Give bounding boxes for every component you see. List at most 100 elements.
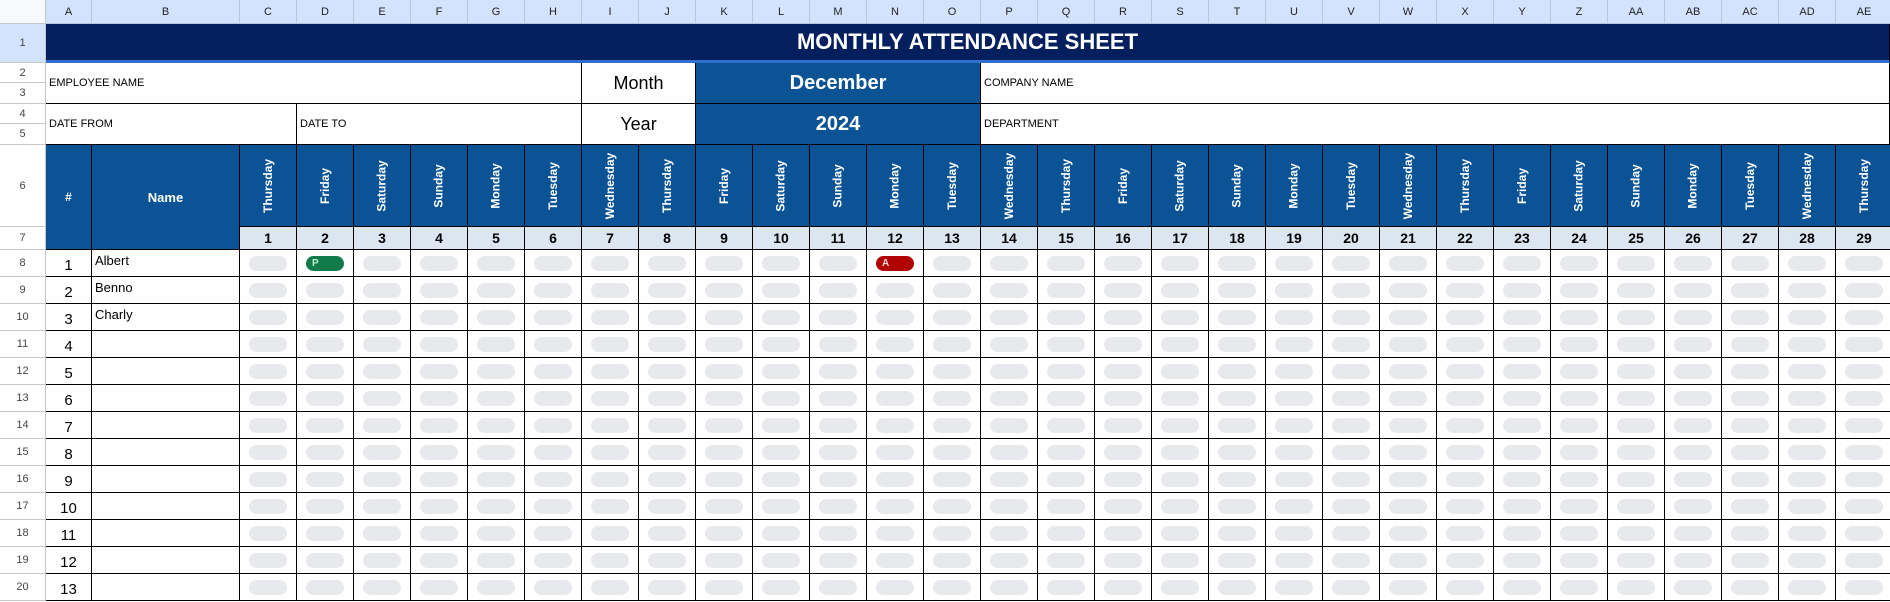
attendance-cell[interactable] [1608, 250, 1665, 277]
attendance-cell[interactable] [525, 493, 582, 520]
attendance-status-chip[interactable] [1161, 417, 1199, 433]
attendance-cell[interactable] [468, 250, 525, 277]
attendance-status-chip[interactable] [1389, 255, 1427, 271]
attendance-status-chip[interactable] [648, 525, 686, 541]
attendance-cell[interactable] [924, 358, 981, 385]
column-header-W[interactable]: W [1380, 0, 1437, 24]
employee-name[interactable]: Benno [92, 277, 240, 304]
attendance-cell[interactable] [1494, 574, 1551, 601]
attendance-cell[interactable] [1095, 331, 1152, 358]
attendance-cell[interactable] [810, 466, 867, 493]
attendance-cell[interactable] [525, 520, 582, 547]
attendance-status-chip[interactable] [420, 390, 458, 406]
attendance-cell[interactable] [354, 358, 411, 385]
attendance-status-chip[interactable] [1104, 255, 1142, 271]
attendance-cell[interactable] [1437, 574, 1494, 601]
attendance-status-chip[interactable] [534, 336, 572, 352]
attendance-cell[interactable] [1437, 520, 1494, 547]
attendance-status-chip[interactable] [705, 471, 743, 487]
attendance-cell[interactable] [1665, 277, 1722, 304]
attendance-status-chip[interactable] [1161, 282, 1199, 298]
attendance-cell[interactable] [1095, 439, 1152, 466]
attendance-status-chip[interactable] [705, 525, 743, 541]
attendance-status-chip[interactable]: P [306, 255, 344, 271]
attendance-cell[interactable] [639, 304, 696, 331]
attendance-cell[interactable] [1437, 493, 1494, 520]
attendance-status-chip[interactable] [1731, 336, 1769, 352]
attendance-status-chip[interactable] [363, 282, 401, 298]
attendance-cell[interactable] [1494, 385, 1551, 412]
attendance-status-chip[interactable] [1218, 309, 1256, 325]
attendance-status-chip[interactable] [1332, 471, 1370, 487]
attendance-cell[interactable] [1152, 439, 1209, 466]
attendance-cell[interactable] [696, 493, 753, 520]
attendance-status-chip[interactable] [1731, 255, 1769, 271]
attendance-cell[interactable] [1665, 358, 1722, 385]
attendance-cell[interactable] [867, 331, 924, 358]
attendance-status-chip[interactable] [1617, 417, 1655, 433]
attendance-cell[interactable] [354, 493, 411, 520]
attendance-cell[interactable] [696, 277, 753, 304]
attendance-status-chip[interactable] [933, 471, 971, 487]
attendance-status-chip[interactable] [1161, 471, 1199, 487]
attendance-status-chip[interactable] [990, 282, 1028, 298]
attendance-status-chip[interactable] [1731, 309, 1769, 325]
attendance-cell[interactable] [1152, 250, 1209, 277]
attendance-status-chip[interactable] [648, 552, 686, 568]
attendance-cell[interactable] [1722, 331, 1779, 358]
attendance-status-chip[interactable] [249, 363, 287, 379]
attendance-status-chip[interactable] [249, 471, 287, 487]
attendance-status-chip[interactable] [1788, 255, 1826, 271]
attendance-status-chip[interactable] [1047, 336, 1085, 352]
attendance-status-chip[interactable] [819, 309, 857, 325]
attendance-cell[interactable] [1722, 466, 1779, 493]
attendance-cell[interactable] [1038, 574, 1095, 601]
attendance-status-chip[interactable] [1104, 579, 1142, 595]
attendance-cell[interactable] [753, 574, 810, 601]
attendance-cell[interactable] [1095, 574, 1152, 601]
attendance-status-chip[interactable] [363, 498, 401, 514]
attendance-status-chip[interactable] [1845, 471, 1883, 487]
attendance-status-chip[interactable] [1731, 552, 1769, 568]
attendance-status-chip[interactable] [933, 417, 971, 433]
attendance-cell[interactable] [1551, 439, 1608, 466]
attendance-status-chip[interactable] [648, 471, 686, 487]
attendance-cell[interactable] [1380, 547, 1437, 574]
attendance-cell[interactable] [582, 277, 639, 304]
attendance-cell[interactable] [1608, 493, 1665, 520]
attendance-cell[interactable] [981, 304, 1038, 331]
attendance-status-chip[interactable] [876, 471, 914, 487]
attendance-status-chip[interactable] [1845, 282, 1883, 298]
attendance-cell[interactable] [1608, 520, 1665, 547]
attendance-status-chip[interactable] [876, 498, 914, 514]
attendance-status-chip[interactable] [1047, 498, 1085, 514]
attendance-status-chip[interactable] [1617, 444, 1655, 460]
attendance-cell[interactable] [240, 304, 297, 331]
attendance-status-chip[interactable] [819, 579, 857, 595]
attendance-status-chip[interactable] [591, 498, 629, 514]
attendance-cell[interactable] [1152, 385, 1209, 412]
employee-name[interactable] [92, 574, 240, 601]
attendance-status-chip[interactable] [1674, 282, 1712, 298]
attendance-status-chip[interactable] [990, 498, 1028, 514]
attendance-status-chip[interactable] [876, 417, 914, 433]
attendance-cell[interactable]: A [867, 250, 924, 277]
attendance-cell[interactable] [582, 358, 639, 385]
attendance-cell[interactable] [1779, 385, 1836, 412]
attendance-status-chip[interactable] [1731, 417, 1769, 433]
attendance-cell[interactable] [867, 304, 924, 331]
attendance-status-chip[interactable] [306, 336, 344, 352]
attendance-status-chip[interactable] [1617, 471, 1655, 487]
attendance-status-chip[interactable] [477, 444, 515, 460]
attendance-status-chip[interactable] [477, 498, 515, 514]
attendance-cell[interactable] [1551, 304, 1608, 331]
attendance-status-chip[interactable] [819, 552, 857, 568]
attendance-cell[interactable] [1266, 439, 1323, 466]
attendance-cell[interactable] [867, 493, 924, 520]
attendance-status-chip[interactable] [1617, 579, 1655, 595]
attendance-cell[interactable] [1551, 466, 1608, 493]
attendance-status-chip[interactable] [990, 471, 1028, 487]
attendance-status-chip[interactable] [249, 309, 287, 325]
attendance-status-chip[interactable] [420, 282, 458, 298]
column-header-I[interactable]: I [582, 0, 639, 24]
